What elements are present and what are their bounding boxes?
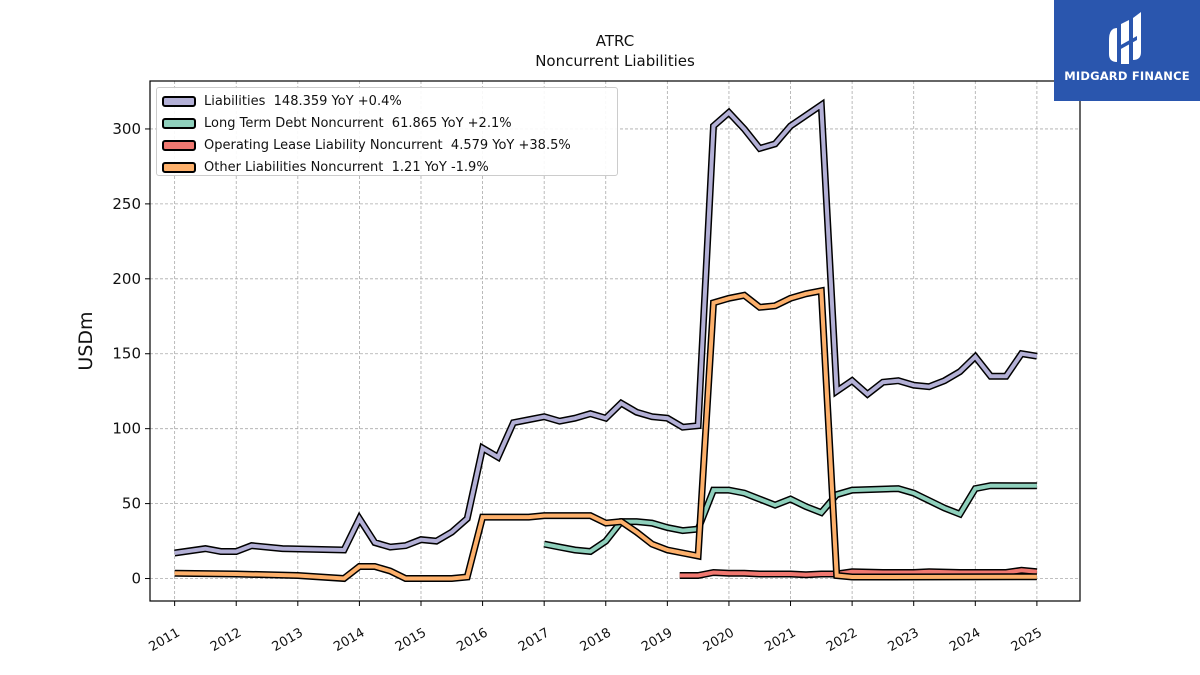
- legend-swatch: [162, 117, 196, 129]
- x-tick-label: 2017: [516, 625, 552, 655]
- chart-subtitle: Noncurrent Liabilities: [535, 52, 695, 70]
- legend-label: Liabilities 148.359 YoY +0.4%: [204, 93, 402, 109]
- series-line-3: [174, 288, 1037, 581]
- plot-frame: [149, 80, 1081, 602]
- legend-item: Other Liabilities Noncurrent 1.21 YoY -1…: [162, 157, 489, 177]
- legend-swatch: [162, 161, 196, 173]
- x-tick-label: 2015: [393, 625, 429, 655]
- y-tick-label: 50: [122, 495, 141, 513]
- y-tick-label: 100: [112, 420, 141, 438]
- y-tick-label: 300: [112, 120, 141, 138]
- series-line-1: [543, 483, 1037, 554]
- x-tick-label: 2022: [824, 625, 860, 655]
- x-tick-label: 2012: [208, 625, 244, 655]
- x-tick-label: 2020: [701, 625, 737, 655]
- y-axis-label: USDm: [75, 311, 97, 370]
- x-tick-label: 2024: [947, 625, 983, 655]
- legend-item: Long Term Debt Noncurrent 61.865 YoY +2.…: [162, 113, 512, 133]
- x-tick-label: 2013: [270, 625, 306, 655]
- y-tick-label: 200: [112, 270, 141, 288]
- series-line-0: [174, 101, 1038, 555]
- brand-logo: MIDGARD FINANCE: [1054, 0, 1200, 101]
- legend-label: Other Liabilities Noncurrent 1.21 YoY -1…: [204, 159, 489, 175]
- x-tick-label: 2018: [578, 625, 614, 655]
- series-line-2: [679, 568, 1038, 578]
- y-tick-label: 0: [131, 570, 141, 588]
- x-tick-label: 2023: [886, 625, 922, 655]
- legend-label: Operating Lease Liability Noncurrent 4.5…: [204, 137, 571, 153]
- legend-swatch: [162, 95, 196, 107]
- logo-text: MIDGARD FINANCE: [1064, 69, 1190, 83]
- y-tick-label: 250: [112, 195, 141, 213]
- x-tick-label: 2021: [762, 625, 798, 655]
- x-tick-label: 2025: [1009, 625, 1045, 655]
- midgard-logo-icon: [1109, 12, 1141, 64]
- legend-swatch: [162, 139, 196, 151]
- legend-label: Long Term Debt Noncurrent 61.865 YoY +2.…: [204, 115, 512, 131]
- legend-item: Operating Lease Liability Noncurrent 4.5…: [162, 135, 571, 155]
- chart-title: ATRC: [595, 32, 635, 50]
- chart-legend: Liabilities 148.359 YoY +0.4% Long Term D…: [156, 87, 618, 176]
- x-tick-label: 2014: [331, 625, 367, 655]
- legend-item: Liabilities 148.359 YoY +0.4%: [162, 91, 402, 111]
- y-tick-label: 150: [112, 345, 141, 363]
- x-tick-label: 2011: [146, 625, 182, 655]
- series-layer: [174, 98, 1038, 583]
- x-tick-label: 2019: [639, 625, 675, 655]
- x-tick-label: 2016: [454, 625, 490, 655]
